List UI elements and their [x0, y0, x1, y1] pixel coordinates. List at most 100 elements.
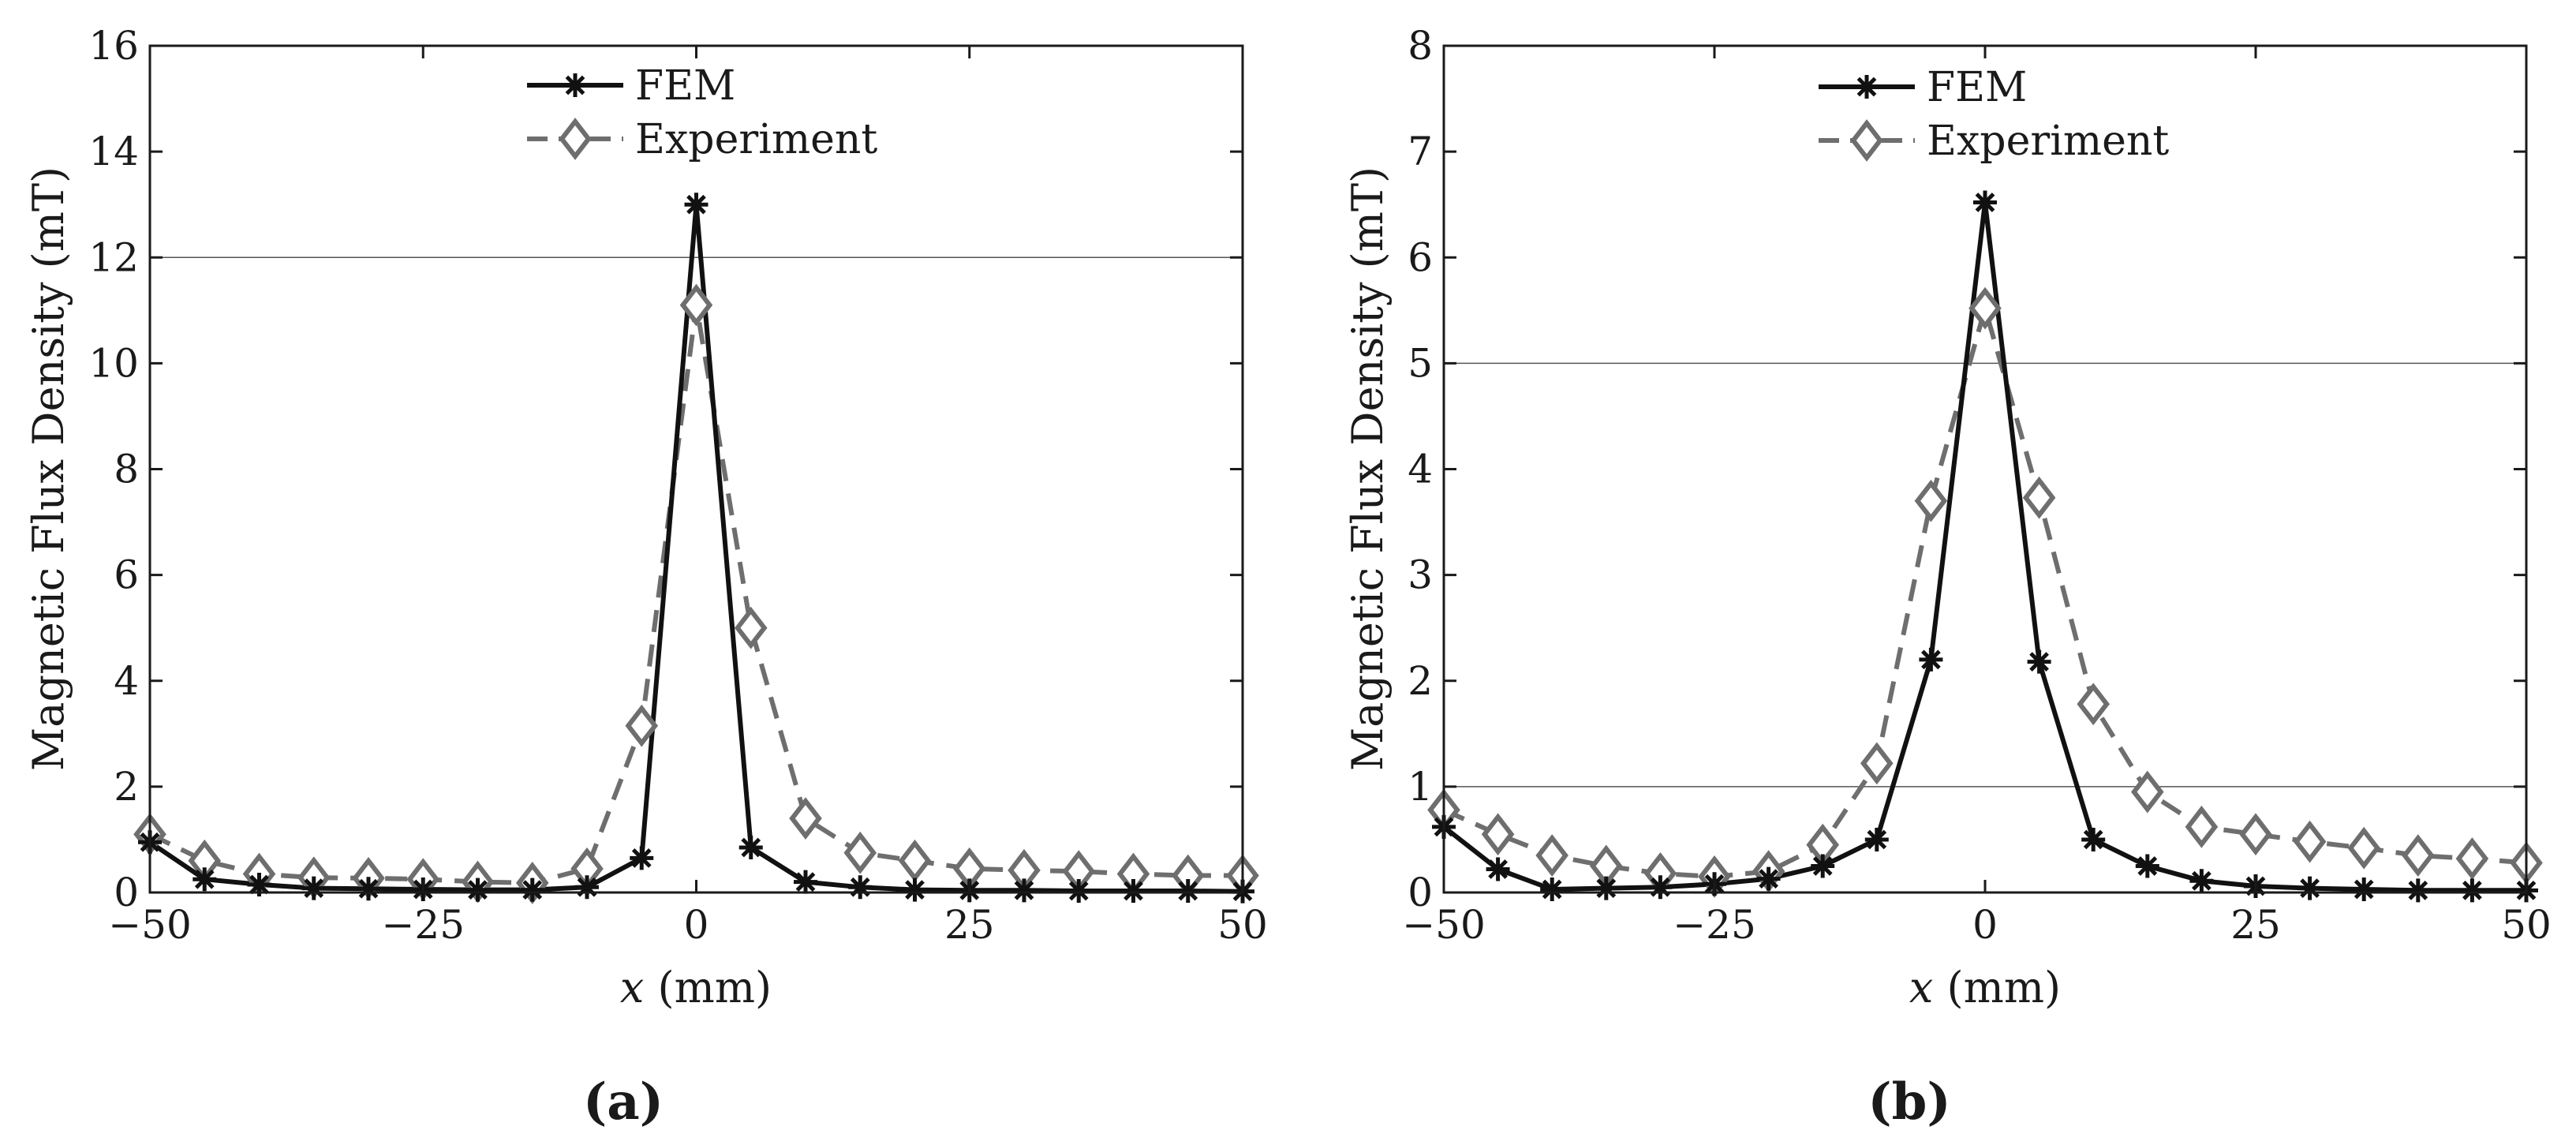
fem-point — [301, 876, 326, 900]
experiment-point — [1481, 813, 1515, 856]
fem-point — [193, 867, 217, 892]
fem-point — [2297, 876, 2322, 900]
fem-point — [1756, 866, 1781, 891]
fem-point — [1121, 878, 1146, 903]
fem-point — [1540, 877, 1565, 901]
x-tick-label: 0 — [684, 902, 709, 948]
y-tick-label: 3 — [1408, 552, 1433, 598]
experiment-point — [2185, 805, 2219, 848]
y-tick-label: 14 — [88, 129, 139, 174]
fem-point — [1919, 647, 1943, 672]
y-tick-label: 10 — [88, 340, 139, 386]
experiment-point — [2239, 813, 2272, 856]
y-tick-label: 6 — [114, 552, 139, 598]
fem-point — [1486, 857, 1510, 881]
y-tick-label: 0 — [1408, 870, 1433, 915]
y-tick-label: 16 — [88, 23, 139, 69]
experiment-point — [2077, 683, 2110, 726]
panel-label: (b) — [1868, 1072, 1950, 1132]
y-tick-label: 6 — [1408, 234, 1433, 280]
x-axis-label: x (mm) — [620, 963, 772, 1012]
legend-marker-fem — [1855, 75, 1879, 99]
fem-point — [1811, 854, 1835, 878]
y-tick-label: 4 — [114, 658, 139, 704]
experiment-point — [679, 283, 713, 327]
x-tick-label: −25 — [381, 902, 465, 948]
x-tick-label: 0 — [1972, 902, 1998, 948]
y-axis-label: Magnetic Flux Density (mT) — [1343, 167, 1393, 771]
fem-point — [1176, 878, 1200, 903]
fem-point — [1067, 878, 1091, 903]
x-tick-label: −50 — [108, 902, 192, 948]
y-tick-label: 4 — [1408, 447, 1433, 492]
legend-label-fem: FEM — [1927, 64, 2027, 111]
fem-point — [1973, 190, 1997, 215]
fem-point — [2460, 878, 2484, 903]
experiment-point — [2293, 820, 2327, 863]
x-tick-label: −25 — [1673, 902, 1756, 948]
fem-point — [2135, 854, 2159, 878]
legend: FEM Experiment — [1819, 64, 2169, 165]
fem-point — [630, 846, 654, 870]
legend-marker-experiment — [559, 118, 592, 160]
fem-point — [1648, 875, 1673, 900]
fem-point — [848, 875, 873, 900]
y-tick-label: 2 — [1408, 658, 1433, 704]
y-tick-label: 12 — [88, 234, 139, 280]
experiment-point — [1914, 479, 1948, 522]
series-line-experiment — [1442, 305, 2527, 879]
y-tick-label: 8 — [114, 447, 139, 492]
x-tick-label: 50 — [2501, 902, 2552, 948]
x-axis-label: x (mm) — [1909, 963, 2061, 1012]
experiment-point — [789, 797, 822, 840]
experiment-point — [625, 704, 659, 747]
experiment-point — [2455, 837, 2489, 880]
fem-point — [357, 877, 380, 901]
experiment-point — [2022, 476, 2056, 519]
x-tick-label: 25 — [2230, 902, 2281, 948]
fem-point — [2352, 877, 2376, 901]
chart-panel-b: −50 −25 0 25 50 0 1 2 3 4 5 6 7 8 Magnetic Flux Densi… — [1343, 23, 2552, 1132]
fem-point — [1864, 827, 1889, 851]
experiment-point — [2347, 826, 2380, 870]
experiment-point — [1535, 834, 1568, 877]
fem-point — [575, 875, 599, 900]
fem-point — [1594, 876, 1618, 900]
experiment-point — [843, 831, 877, 874]
experiment-point — [2131, 770, 2164, 814]
fem-point — [2406, 878, 2430, 903]
legend-label-experiment: Experiment — [635, 116, 877, 163]
fem-point — [1012, 878, 1036, 903]
y-tick-label: 1 — [1408, 764, 1433, 810]
legend-label-fem: FEM — [635, 62, 735, 110]
fem-point — [903, 877, 927, 902]
y-tick-label: 2 — [114, 764, 139, 810]
fem-point — [738, 836, 763, 859]
experiment-point — [1968, 286, 2002, 330]
chart-panel-a: −50 −25 0 25 50 0 2 4 6 8 10 12 14 16 Magnetic Flux D… — [24, 23, 1268, 1132]
plot-area — [1444, 46, 2526, 892]
fem-point — [2081, 827, 2106, 851]
legend-label-experiment: Experiment — [1927, 118, 2169, 165]
plot-area — [150, 46, 1243, 892]
y-tick-label: 7 — [1408, 129, 1433, 174]
legend-marker-experiment — [1850, 119, 1883, 162]
experiment-point — [1860, 742, 1894, 785]
legend: FEM Experiment — [527, 62, 877, 163]
y-tick-label: 5 — [1408, 340, 1433, 386]
fem-point — [684, 193, 708, 217]
y-axis-label: Magnetic Flux Density (mT) — [24, 167, 73, 771]
fem-point — [2189, 869, 2214, 893]
fem-point — [2027, 649, 2051, 674]
fem-point — [247, 872, 271, 896]
fem-point — [465, 877, 490, 902]
fem-point — [520, 877, 544, 902]
x-tick-label: 25 — [944, 902, 995, 948]
experiment-point — [2402, 834, 2435, 877]
y-tick-label: 8 — [1408, 23, 1433, 69]
fem-point — [794, 870, 817, 894]
panel-label: (a) — [583, 1072, 664, 1132]
legend-marker-fem — [563, 73, 587, 97]
x-tick-label: −50 — [1402, 902, 1486, 948]
